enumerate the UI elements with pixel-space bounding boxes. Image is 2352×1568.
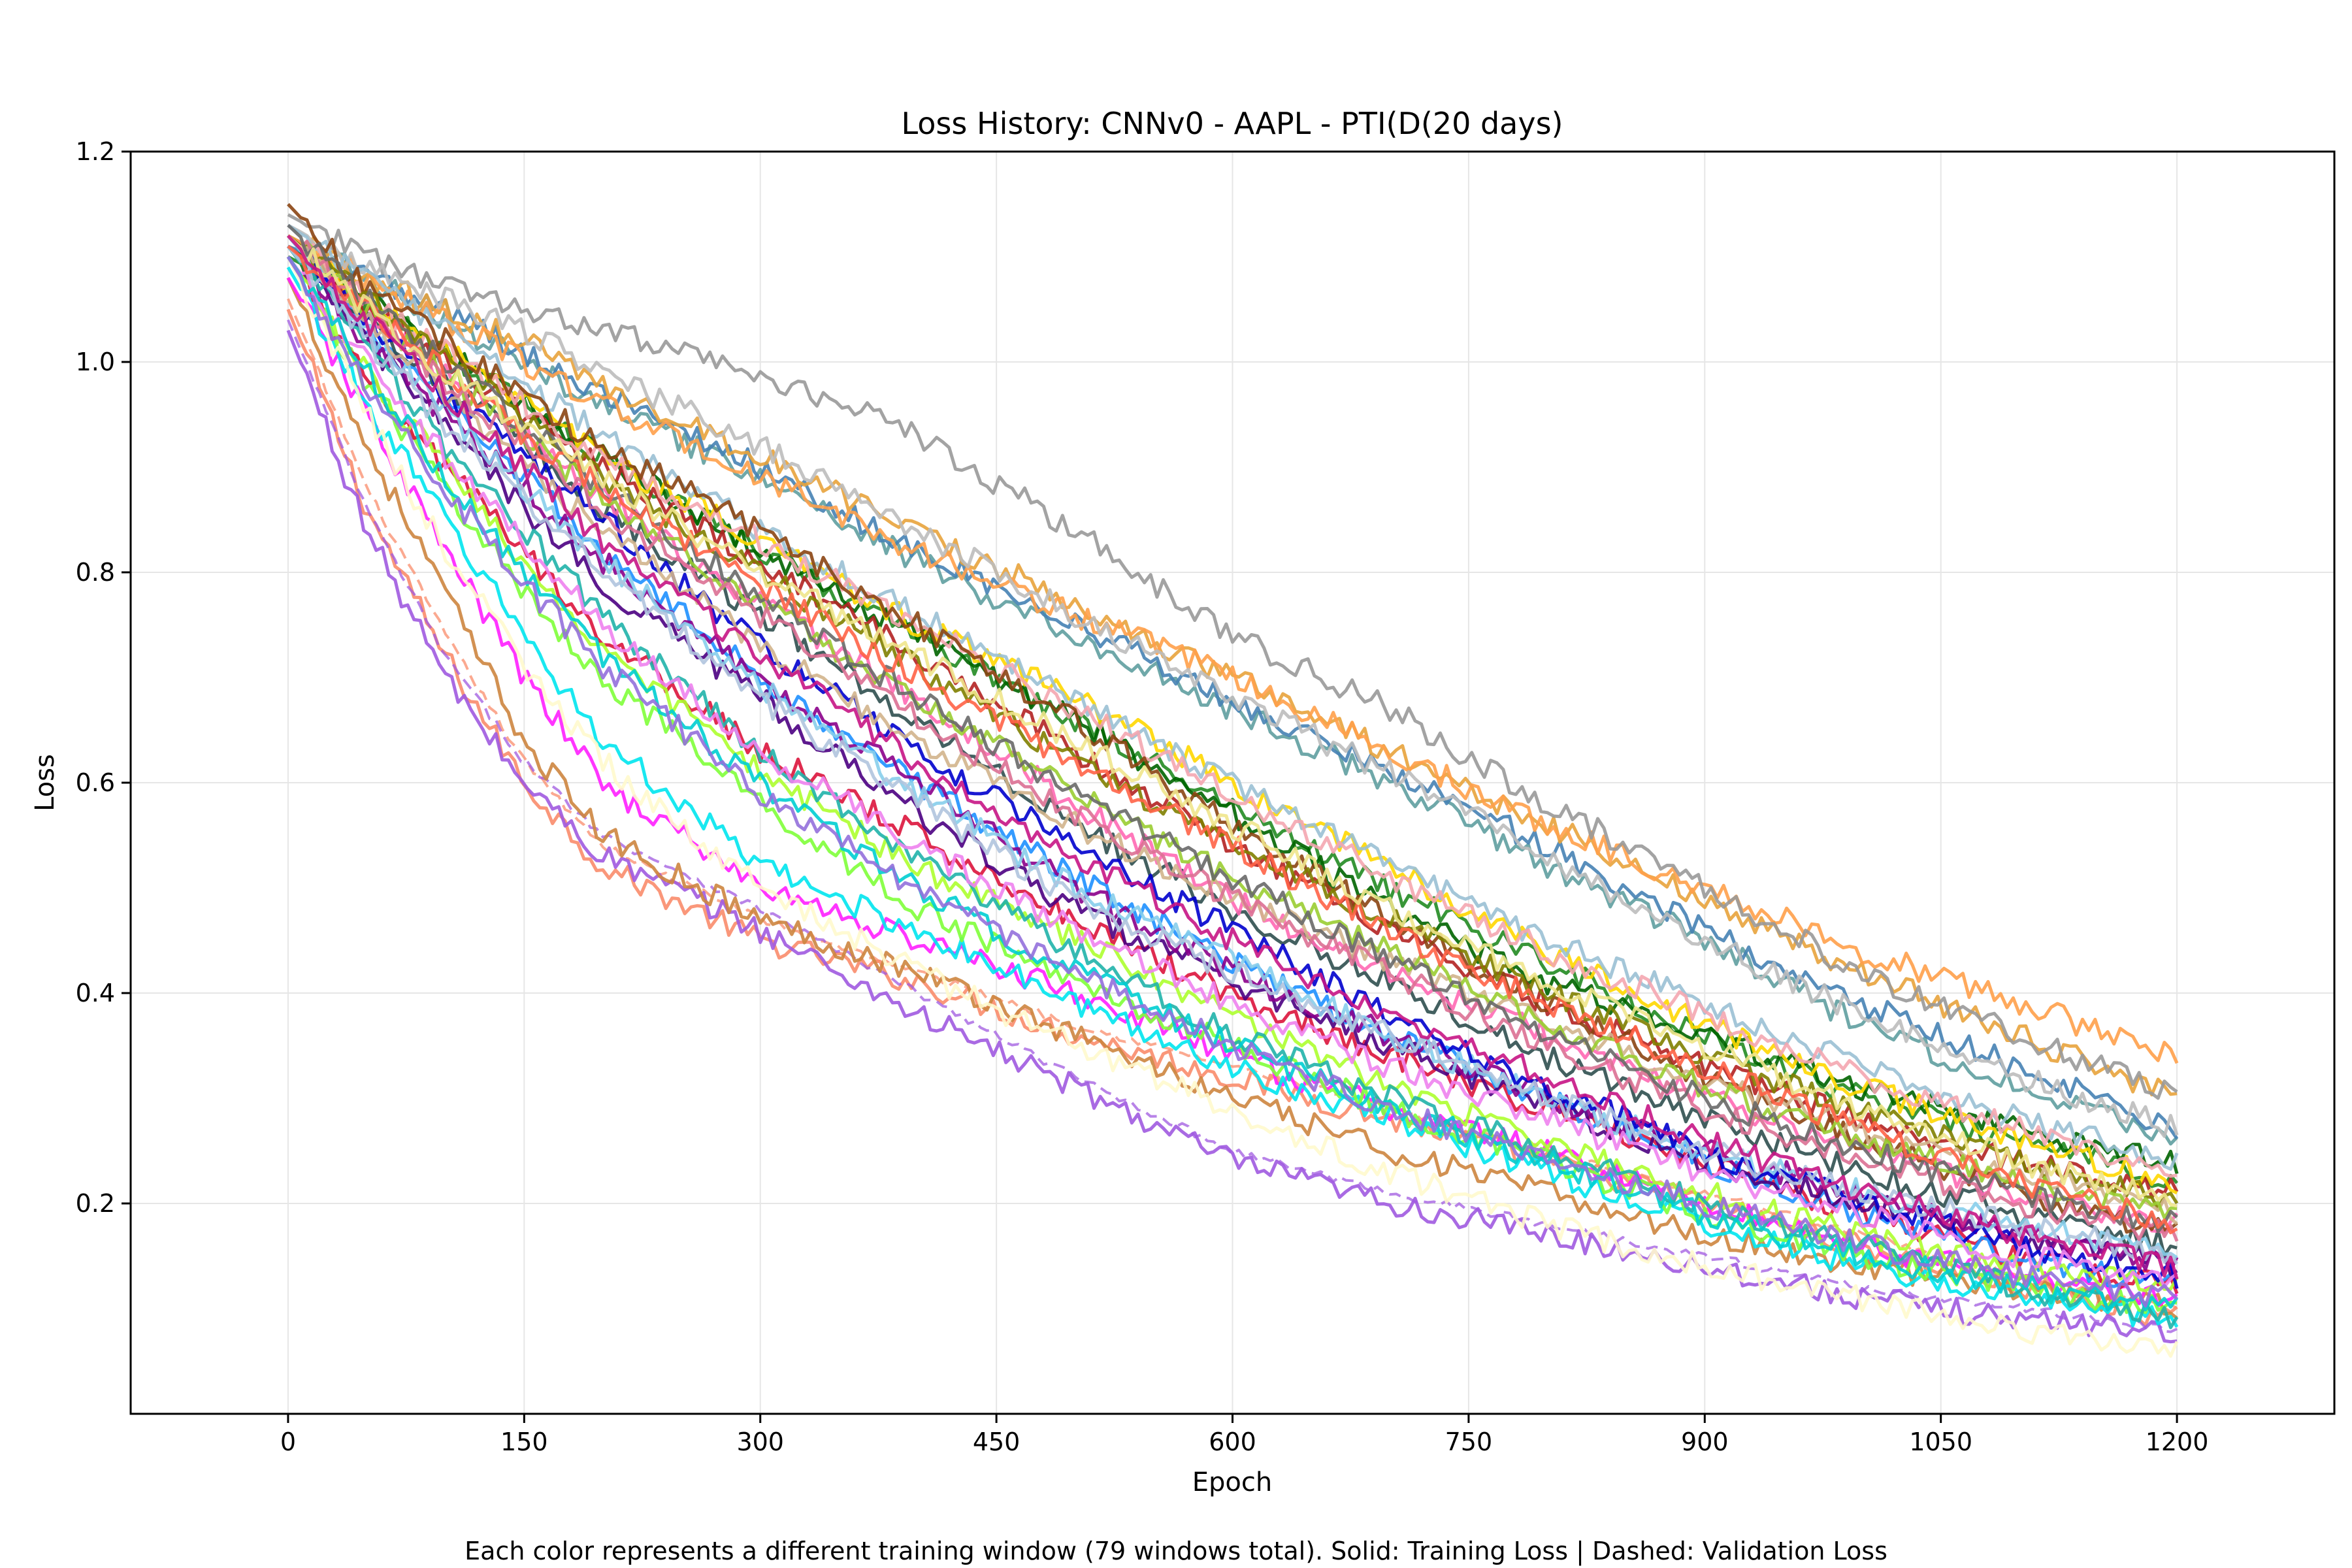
- training-loss-line: [287, 244, 2179, 1140]
- training-loss-line: [286, 255, 2179, 1358]
- y-tick-label: 1.2: [76, 137, 115, 166]
- x-axis-title: Epoch: [1192, 1467, 1272, 1497]
- training-loss-line: [287, 234, 2179, 1242]
- y-tick-label: 0.8: [76, 558, 115, 587]
- x-tick-label: 0: [280, 1428, 296, 1456]
- training-loss-line: [287, 234, 2179, 1064]
- x-tick-label: 600: [1209, 1428, 1256, 1456]
- x-tick-label: 750: [1445, 1428, 1493, 1456]
- training-loss-line: [286, 329, 2178, 1344]
- x-tick-label: 450: [973, 1428, 1021, 1456]
- x-tick-label: 300: [736, 1428, 784, 1456]
- ticks: 0 150 300 450 600 750 900 1050 1200 0.2 0.4 0.6 0.8 1…: [76, 137, 2209, 1456]
- training-loss-line: [287, 235, 2179, 1280]
- y-tick-label: 1.0: [76, 348, 115, 376]
- training-loss-line: [287, 244, 2178, 1235]
- training-loss-line: [287, 234, 2178, 1208]
- x-tick-label: 1200: [2146, 1428, 2209, 1456]
- y-tick-label: 0.4: [76, 979, 115, 1007]
- training-loss-line: [286, 266, 2179, 1328]
- training-loss-line: [286, 245, 2179, 1266]
- training-loss-line: [287, 223, 2179, 1171]
- y-tick-label: 0.6: [76, 768, 115, 797]
- y-axis-title: Loss: [30, 754, 60, 811]
- training-loss-line: [286, 245, 2179, 1273]
- training-loss-line: [286, 255, 2178, 1315]
- series-layer: [286, 203, 2179, 1358]
- training-loss-line: [286, 277, 2178, 1320]
- training-loss-line: [286, 255, 2178, 1308]
- x-tick-label: 900: [1681, 1428, 1729, 1456]
- y-tick-label: 0.2: [76, 1189, 115, 1218]
- training-loss-line: [287, 213, 2178, 1100]
- x-tick-label: 1050: [1909, 1428, 1972, 1456]
- chart-caption: Each color represents a different traini…: [465, 1537, 1887, 1566]
- training-loss-line: [287, 234, 2178, 1178]
- chart-title: Loss History: CNNv0 - AAPL - PTI(D(20 da…: [901, 106, 1563, 141]
- training-loss-line: [287, 234, 2178, 1220]
- validation-loss-line: [287, 298, 2178, 1310]
- training-loss-line: [286, 255, 2179, 1312]
- training-loss-line: [287, 235, 2179, 1290]
- training-loss-line: [286, 245, 2178, 1277]
- training-loss-line: [286, 255, 2178, 1288]
- validation-loss-line: [287, 319, 2178, 1333]
- training-loss-line: [287, 223, 2179, 1138]
- x-tick-label: 150: [500, 1428, 548, 1456]
